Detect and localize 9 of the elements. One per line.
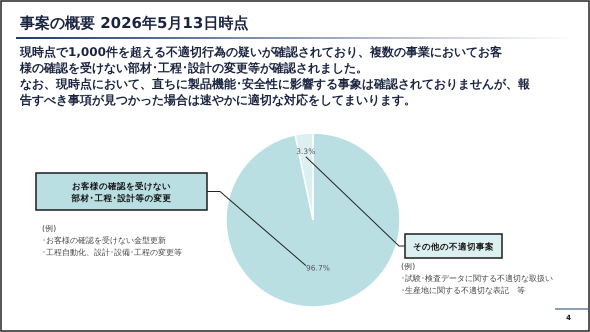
annotation: ･試験･検査データに関する不適切な取扱い: [401, 274, 553, 283]
annotation: なお、現時点において、直ちに製品機能･安全性に影響する事象は確認されておりませんが、報告すべき事項が見つかった場合は速やかに適切な対応をしてまいります。: [20, 77, 530, 107]
annotation: ･生産地に関する不適切な表記 等: [401, 286, 525, 295]
title: 事案の概要 2026年5月13日時点: [20, 14, 248, 32]
annotation: ･お客様の確認を受けない金型更新: [42, 236, 166, 245]
annotation: (例): [401, 262, 416, 271]
subtitle: 現時点で1,000件を超える不適切行為の疑いが確認されており、複数の事業においてお客様の確認を受けない部材･工程･設計の変更等が確認されました。: [20, 45, 502, 75]
annotation: ･工程自動化、設計･設備･工程の変更等: [42, 248, 182, 257]
annotation: (例): [42, 224, 56, 233]
